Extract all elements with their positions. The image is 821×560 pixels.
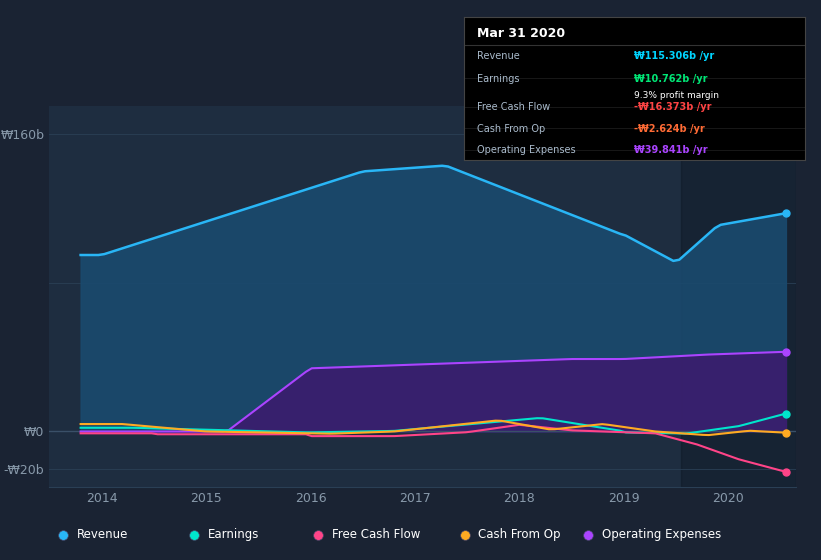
Text: Earnings: Earnings	[478, 74, 520, 84]
Text: Operating Expenses: Operating Expenses	[478, 146, 576, 155]
Text: Operating Expenses: Operating Expenses	[602, 528, 721, 542]
Text: -₩2.624b /yr: -₩2.624b /yr	[635, 124, 705, 134]
Text: ₩115.306b /yr: ₩115.306b /yr	[635, 51, 714, 61]
Text: ₩10.762b /yr: ₩10.762b /yr	[635, 74, 708, 84]
Text: Earnings: Earnings	[209, 528, 259, 542]
Text: Cash From Op: Cash From Op	[478, 124, 546, 134]
Text: 9.3% profit margin: 9.3% profit margin	[635, 91, 719, 100]
Text: Revenue: Revenue	[77, 528, 128, 542]
Text: Free Cash Flow: Free Cash Flow	[332, 528, 420, 542]
Text: Mar 31 2020: Mar 31 2020	[478, 27, 566, 40]
Text: Free Cash Flow: Free Cash Flow	[478, 102, 551, 113]
Text: Revenue: Revenue	[478, 51, 521, 61]
Bar	[681, 106, 796, 487]
Text: -₩16.373b /yr: -₩16.373b /yr	[635, 102, 712, 113]
Text: ₩39.841b /yr: ₩39.841b /yr	[635, 146, 708, 155]
Text: Cash From Op: Cash From Op	[479, 528, 561, 542]
